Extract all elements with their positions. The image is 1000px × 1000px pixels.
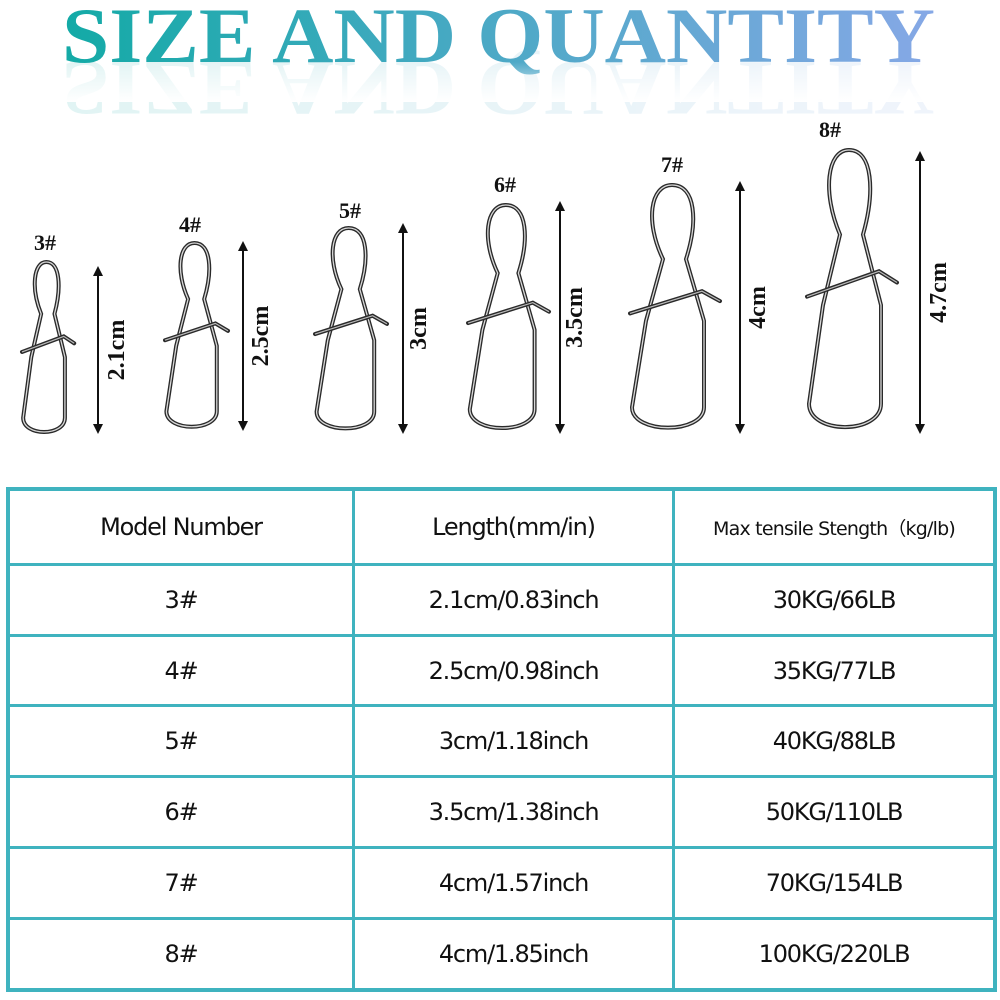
- snap-6: 6# 3.5cm: [466, 172, 588, 434]
- table-row: 8# 4cm/1.85inch 100KG/220LB: [6, 916, 997, 992]
- snap-3: 3# 2.1cm: [20, 230, 130, 434]
- table-row: 4# 2.5cm/0.98inch 35KG/77LB: [6, 633, 997, 708]
- cell-length: 4cm/1.85inch: [352, 916, 675, 992]
- snap-wire-highlight: [22, 261, 66, 433]
- snap-length-label: 4.7cm: [926, 262, 952, 323]
- snap-length-label: 3.5cm: [562, 287, 588, 348]
- snap-bar-highlight: [629, 290, 721, 315]
- snap-model-label: 5#: [339, 198, 361, 223]
- snap-bar-highlight: [164, 322, 229, 341]
- cell-strength: 70KG/154LB: [672, 845, 997, 920]
- snap-5: 5# 3cm: [313, 198, 432, 434]
- snap-model-label: 6#: [494, 172, 516, 197]
- snap-bar-highlight: [467, 301, 550, 324]
- snap-model-label: 7#: [661, 152, 683, 177]
- header-strength: Max tensile Stength（kg/lb): [672, 487, 997, 566]
- table-header-row: Model Number Length(mm/in) Max tensile S…: [6, 487, 997, 566]
- cell-model: 6#: [6, 775, 355, 849]
- cell-model: 3#: [6, 563, 355, 637]
- snap-bar-icon: [466, 300, 551, 326]
- snap-4: 4# 2.5cm: [163, 212, 274, 431]
- snap-bar-highlight: [314, 315, 388, 335]
- snap-wire-highlight: [165, 242, 218, 428]
- snap-8: 8# 4.7cm: [805, 117, 952, 434]
- cell-model: 5#: [6, 704, 355, 779]
- snap-model-label: 4#: [179, 212, 201, 237]
- spec-table: Model Number Length(mm/in) Max tensile S…: [6, 487, 997, 992]
- cell-model: 8#: [6, 916, 355, 992]
- cell-length: 3.5cm/1.38inch: [352, 775, 675, 849]
- cell-model: 4#: [6, 633, 355, 708]
- snap-length-label: 2.1cm: [104, 320, 130, 381]
- cell-strength: 30KG/66LB: [672, 563, 997, 637]
- snap-bar-icon: [628, 289, 722, 316]
- cell-length: 2.1cm/0.83inch: [352, 563, 675, 637]
- snap-wire-highlight: [315, 227, 375, 429]
- reflection-fade: [0, 62, 1000, 102]
- cell-strength: 50KG/110LB: [672, 775, 997, 849]
- snap-length-label: 2.5cm: [248, 306, 274, 367]
- header-length: Length(mm/in): [352, 487, 675, 566]
- cell-strength: 35KG/77LB: [672, 633, 997, 708]
- snap-wire-highlight: [808, 149, 882, 428]
- header-model: Model Number: [6, 487, 355, 566]
- cell-model: 7#: [6, 845, 355, 920]
- snap-bar-highlight: [806, 270, 898, 298]
- table-row: 3# 2.1cm/0.83inch 30KG/66LB: [6, 563, 997, 637]
- size-illustration: SIZE AND QUANTITY SIZE AND QUANTITY 3#2.…: [0, 0, 1000, 434]
- table-row: 7# 4cm/1.57inch 70KG/154LB: [6, 845, 997, 920]
- snap-model-label: 3#: [34, 230, 56, 255]
- snap-bar-icon: [313, 313, 389, 337]
- cell-length: 2.5cm/0.98inch: [352, 633, 675, 708]
- cell-length: 3cm/1.18inch: [352, 704, 675, 779]
- cell-length: 4cm/1.57inch: [352, 845, 675, 920]
- snap-length-label: 4cm: [745, 286, 771, 329]
- cell-strength: 100KG/220LB: [672, 916, 997, 992]
- snap-wire-highlight: [469, 204, 536, 429]
- snap-bar-icon: [805, 269, 899, 299]
- table-row: 6# 3.5cm/1.38inch 50KG/110LB: [6, 775, 997, 849]
- snap-wire-highlight: [631, 184, 705, 429]
- snap-model-label: 8#: [819, 117, 841, 142]
- cell-strength: 40KG/88LB: [672, 704, 997, 779]
- table-row: 5# 3cm/1.18inch 40KG/88LB: [6, 704, 997, 779]
- snap-length-label: 3cm: [406, 307, 432, 350]
- snap-bar-highlight: [21, 335, 75, 353]
- snap-7: 7# 4cm: [628, 152, 771, 434]
